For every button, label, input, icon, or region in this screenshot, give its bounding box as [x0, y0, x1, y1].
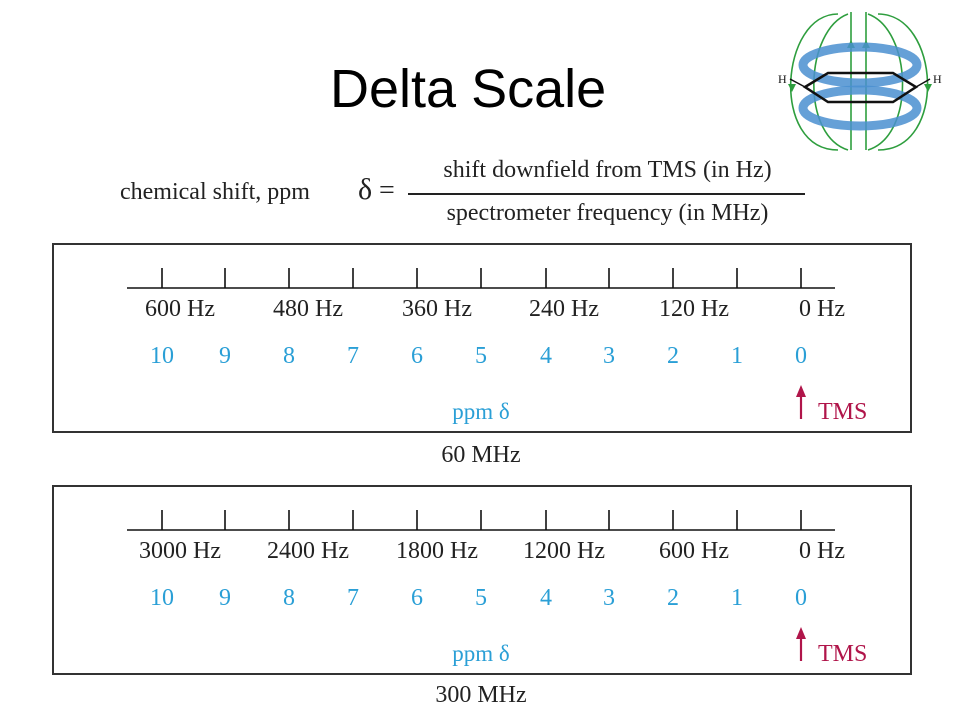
ring-current-lower	[798, 85, 922, 131]
ppm-label: 3	[603, 585, 615, 611]
hz-label: 2400 Hz	[267, 538, 349, 564]
ppm-label: 5	[475, 343, 487, 369]
ppm-label: 10	[150, 585, 174, 611]
ppm-label: 4	[540, 343, 552, 369]
ppm-label: 9	[219, 343, 231, 369]
hz-label: 240 Hz	[529, 296, 599, 322]
formula-lhs-label: chemical shift, ppm	[120, 179, 310, 205]
chemical-shift-formula: chemical shift, ppm δ = shift downfield …	[120, 157, 820, 237]
atom-label-h-left: H	[778, 72, 787, 86]
ppm-axis-label: ppm δ	[452, 399, 509, 424]
field-line-left-outer	[789, 13, 839, 151]
ring-current-upper	[798, 42, 922, 88]
ppm-label: 7	[347, 585, 359, 611]
ppm-label: 2	[667, 343, 679, 369]
ppm-label: 0	[795, 343, 807, 369]
field-arrow-4	[924, 84, 932, 92]
ppm-label: 8	[283, 585, 295, 611]
tms-label: TMS	[818, 399, 867, 425]
atom-label-h-right: H	[933, 72, 942, 86]
hz-label: 1200 Hz	[523, 538, 605, 564]
hz-label: 0 Hz	[799, 538, 845, 564]
ppm-axis-label: ppm δ	[452, 641, 509, 666]
ppm-label: 1	[731, 585, 743, 611]
slide-title: Delta Scale	[330, 59, 607, 119]
scale-panel-300mhz: 3000 Hz 2400 Hz 1800 Hz 1200 Hz 600 Hz 0 Hz10…	[52, 485, 912, 708]
hz-label: 360 Hz	[402, 296, 472, 322]
hz-label: 1800 Hz	[396, 538, 478, 564]
ppm-label: 6	[411, 585, 423, 611]
spectrometer-frequency-label: 60 MHz	[441, 442, 520, 468]
tms-arrow-head	[796, 385, 806, 397]
panel-frame	[52, 243, 912, 433]
ppm-label: 7	[347, 343, 359, 369]
ppm-label: 3	[603, 343, 615, 369]
ppm-label: 0	[795, 585, 807, 611]
bond-h-left	[789, 78, 806, 88]
formula-delta-symbol: δ	[358, 173, 373, 206]
ppm-label: 8	[283, 343, 295, 369]
hz-label: 3000 Hz	[139, 538, 221, 564]
hz-label: 600 Hz	[659, 538, 729, 564]
hz-label: 600 Hz	[145, 296, 215, 322]
ppm-label: 1	[731, 343, 743, 369]
ppm-label: 9	[219, 585, 231, 611]
ppm-label: 6	[411, 343, 423, 369]
ppm-label: 2	[667, 585, 679, 611]
tms-label: TMS	[818, 641, 867, 667]
field-arrow-3	[788, 84, 796, 92]
hz-label: 120 Hz	[659, 296, 729, 322]
formula-fraction-bar	[408, 193, 805, 195]
hz-label: 480 Hz	[273, 296, 343, 322]
field-line-right-outer	[877, 13, 929, 151]
spectrometer-frequency-label: 300 MHz	[435, 682, 526, 708]
field-line-right-inner	[867, 13, 904, 151]
panel-frame	[52, 485, 912, 675]
bond-h-right	[915, 78, 931, 88]
formula-equals-sign: =	[379, 175, 395, 206]
formula-denominator: spectrometer frequency (in MHz)	[446, 200, 769, 226]
tms-arrow-head	[796, 627, 806, 639]
hz-label: 0 Hz	[799, 296, 845, 322]
ppm-label: 5	[475, 585, 487, 611]
formula-numerator: shift downfield from TMS (in Hz)	[443, 157, 772, 183]
ppm-label: 4	[540, 585, 552, 611]
ppm-label: 10	[150, 343, 174, 369]
benzene-ring-current-icon: H H	[778, 12, 942, 151]
